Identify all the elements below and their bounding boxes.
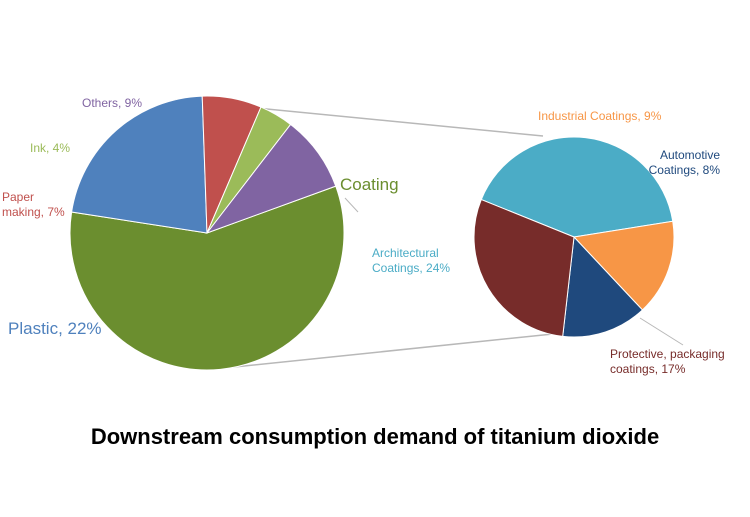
slice-architectural-coatings-24 xyxy=(480,136,674,238)
label-plastic-22: Plastic, 22% xyxy=(8,319,102,338)
slice-coating xyxy=(69,185,345,371)
label-ink-4: Ink, 4% xyxy=(30,141,70,155)
slice-plastic-22 xyxy=(71,95,208,234)
main-pie xyxy=(69,95,345,371)
chart-caption: Downstream consumption demand of titaniu… xyxy=(90,424,660,449)
label-protective-packaging-coatings-17: Protective, packaging coatings, 17% xyxy=(610,347,725,376)
label-industrial-coatings-9: Industrial Coatings, 9% xyxy=(538,109,662,123)
leader-coating xyxy=(344,197,359,213)
slice-protective-packaging-coatings-17 xyxy=(473,198,575,337)
label-architectural-coatings-24: Architectural Coatings, 24% xyxy=(372,246,450,275)
slice-industrial-coatings-9 xyxy=(572,220,675,311)
slice-automotive-coatings-8 xyxy=(562,235,644,338)
label-others-9: Others, 9% xyxy=(82,96,142,110)
label-automotive-coatings-8: Automotive Coatings, 8% xyxy=(649,148,721,177)
label-paper-making-7: Paper making, 7% xyxy=(2,190,65,219)
label-coating: Coating xyxy=(340,175,399,194)
leader-protective xyxy=(639,317,684,346)
slice-others-9 xyxy=(205,123,337,235)
connector-line-bottom xyxy=(214,333,554,370)
coating-breakdown-pie xyxy=(473,136,675,338)
